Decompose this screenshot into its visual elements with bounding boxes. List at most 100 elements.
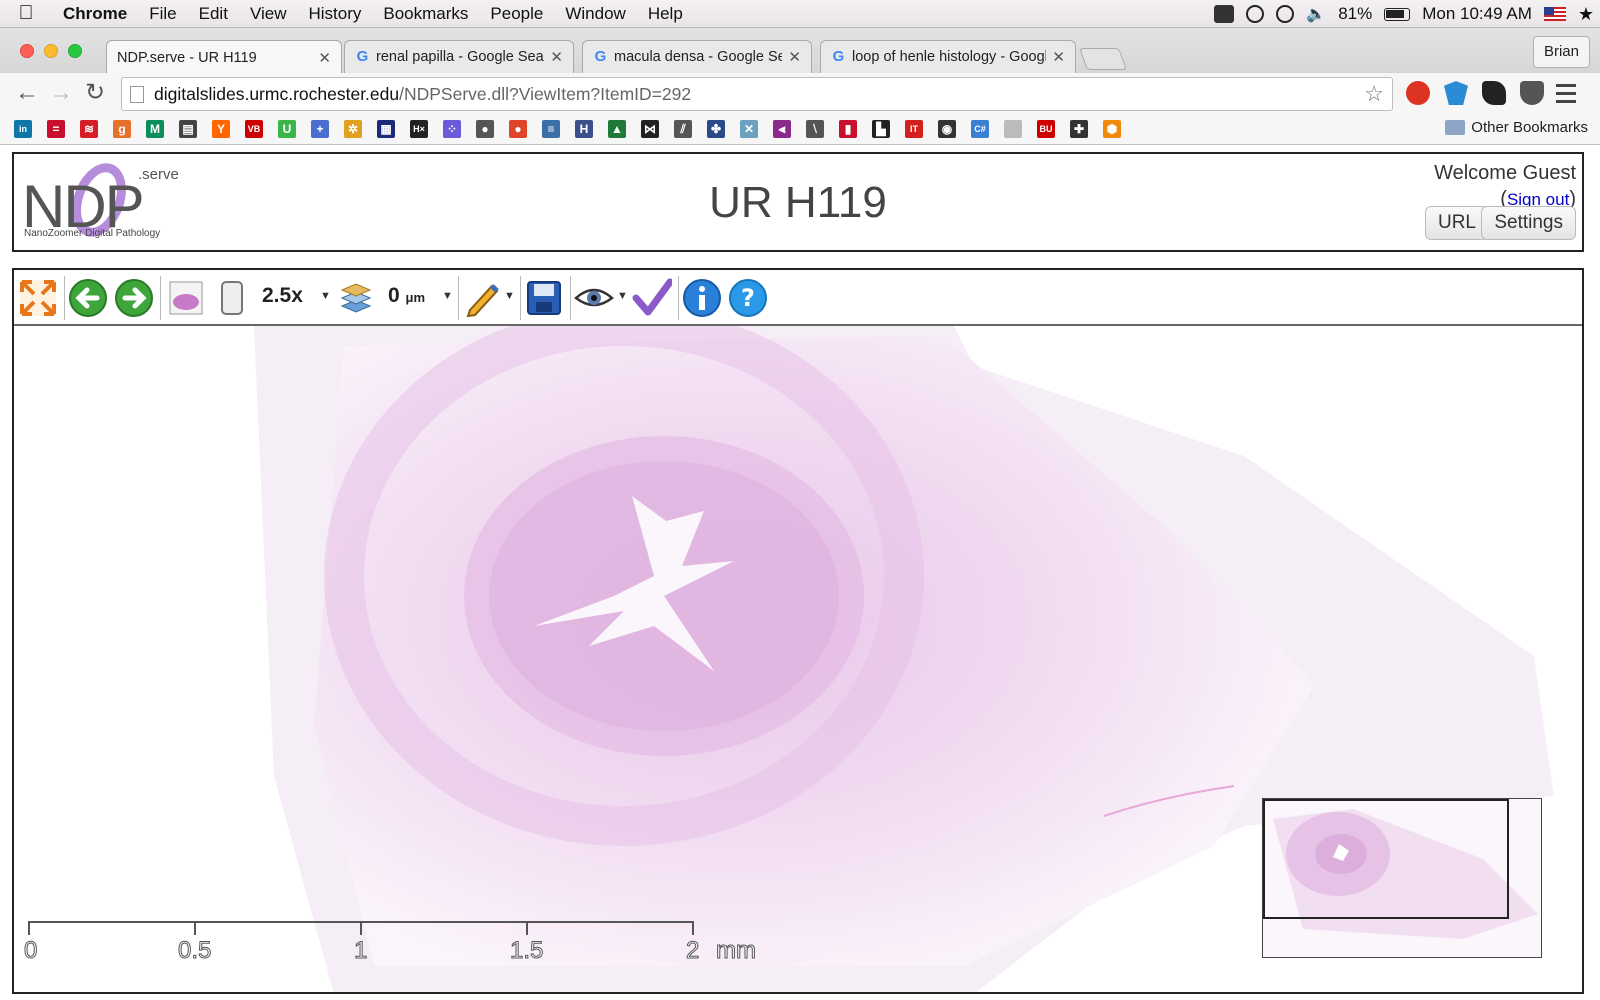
csharp-icon[interactable]: C# [971,120,989,138]
sign-out-link[interactable]: Sign out [1506,190,1570,209]
bookmark-star-icon[interactable]: ☆ [1364,81,1384,106]
focus-value[interactable]: 0 μm [388,284,425,308]
press-icon[interactable]: ● [476,120,494,138]
url-button[interactable]: URL [1424,206,1489,240]
bars-icon[interactable]: ▮ [839,120,857,138]
battery-icon[interactable] [1384,7,1411,21]
tab-ndp-serve[interactable]: NDP.serve - UR H119 ✕ [106,40,342,74]
address-bar[interactable]: digitalslides.urmc.rochester.edu/NDPServ… [121,77,1393,111]
slide-image[interactable]: 0 0.5 1 1.5 2 mm [14,326,1582,992]
close-window-icon[interactable] [20,44,34,58]
tab-renal-papilla[interactable]: G renal papilla - Google Search ✕ [344,40,574,73]
clock[interactable]: Mon 10:49 AM [1422,4,1532,23]
adblock-icon[interactable] [1406,81,1430,105]
menu-bookmarks[interactable]: Bookmarks [383,3,469,23]
chart-icon[interactable]: ▲ [608,120,626,138]
tab-macula-densa[interactable]: G macula densa - Google Search ✕ [582,40,812,73]
plus-icon[interactable]: + [311,120,329,138]
view-dropdown-icon[interactable]: ▼ [617,290,628,302]
info-icon[interactable] [682,278,722,318]
it-icon[interactable]: IT [905,120,923,138]
goodreads-icon[interactable]: g [113,120,131,138]
menu-window[interactable]: Window [565,3,626,23]
bu-icon[interactable]: BU [1037,120,1055,138]
check-icon[interactable] [632,278,672,318]
overview-map[interactable] [1262,798,1542,958]
close-tab-icon[interactable]: ✕ [550,49,563,66]
sync-icon[interactable] [1246,5,1265,23]
molecule-icon[interactable]: ✕ [740,120,758,138]
view-eye-icon[interactable] [574,278,614,318]
maximize-window-icon[interactable] [68,44,82,58]
focus-dropdown-icon[interactable]: ▼ [442,290,453,302]
apple-icon[interactable]:  [0,2,52,25]
circle-icon[interactable]: ◉ [938,120,956,138]
tab-loop-of-henle[interactable]: G loop of henle histology - Google Searc… [820,40,1076,73]
new-tab-button[interactable] [1078,48,1128,70]
extension-icon[interactable] [1482,81,1506,105]
save-icon[interactable] [524,278,564,318]
notification-star-icon[interactable]: ★ [1577,3,1594,24]
minimize-window-icon[interactable] [44,44,58,58]
z-stack-icon[interactable] [336,278,376,318]
u-icon[interactable]: U [278,120,296,138]
lines-icon[interactable]: ⧵ [806,120,824,138]
menu-edit[interactable]: Edit [198,3,228,23]
bofa-icon[interactable]: ≋ [80,120,98,138]
shield-icon[interactable] [1444,81,1468,105]
help-icon[interactable]: ? [728,278,768,318]
fit-to-screen-icon[interactable] [18,278,58,318]
menu-app[interactable]: Chrome [63,3,128,23]
overview-viewport[interactable] [1263,799,1509,919]
hexagon-icon[interactable]: ⬢ [1103,120,1121,138]
puzzle-icon[interactable]: ✤ [707,120,725,138]
slide-thumbnail-icon[interactable] [166,278,206,318]
input-flag-icon[interactable] [1543,7,1566,21]
slide-label-icon[interactable] [212,278,252,318]
volume-icon[interactable]: 🔈 [1306,6,1327,23]
grid-icon[interactable]: ▦ [377,120,395,138]
feather-icon[interactable]: ⫷ [773,120,791,138]
next-slide-icon[interactable] [114,278,154,318]
tomato-icon[interactable]: ● [509,120,527,138]
menu-view[interactable]: View [249,3,287,23]
h-icon[interactable]: H [575,120,593,138]
settings-button[interactable]: Settings [1481,206,1576,240]
close-tab-icon[interactable]: ✕ [1052,49,1065,66]
vb-icon[interactable]: VB [245,120,263,138]
news-icon[interactable]: ▤ [179,120,197,138]
bank-icon[interactable]: = [47,120,65,138]
profile-button[interactable]: Brian [1532,36,1590,68]
m-icon[interactable]: M [146,120,164,138]
reload-icon[interactable]: ↻ [84,79,106,106]
evernote-icon[interactable] [1214,5,1235,23]
menu-icon[interactable] [1556,84,1576,103]
book-icon[interactable]: ▙ [872,120,890,138]
menu-history[interactable]: History [308,3,362,23]
previous-slide-icon[interactable] [68,278,108,318]
stripes-icon[interactable]: ⫽ [674,120,692,138]
other-bookmarks[interactable]: Other Bookmarks [1445,119,1588,136]
linkedin-icon[interactable]: in [14,120,32,138]
annotate-dropdown-icon[interactable]: ▼ [504,290,515,302]
annotate-pencil-icon[interactable] [462,278,502,318]
page-info-icon[interactable] [130,86,144,103]
menu-file[interactable]: File [149,3,177,23]
menu-people[interactable]: People [490,3,544,23]
close-tab-icon[interactable]: ✕ [318,49,331,67]
hx-icon[interactable]: H× [410,120,428,138]
dots-icon[interactable]: ⁘ [443,120,461,138]
menu-help[interactable]: Help [647,3,683,23]
back-icon[interactable]: ← [15,79,39,106]
pocket-icon[interactable] [1520,81,1544,105]
cross-icon[interactable]: ✚ [1070,120,1088,138]
bow-icon[interactable]: ⋈ [641,120,659,138]
database-icon[interactable]: ≡ [542,120,560,138]
ycombinator-icon[interactable]: Y [212,120,230,138]
zoom-dropdown-icon[interactable]: ▼ [320,290,331,302]
doc-icon[interactable] [1004,120,1022,138]
forward-icon[interactable]: → [49,79,73,106]
zoom-level[interactable]: 2.5x [262,284,303,307]
close-tab-icon[interactable]: ✕ [788,49,801,66]
wifi-icon[interactable] [1276,5,1295,23]
